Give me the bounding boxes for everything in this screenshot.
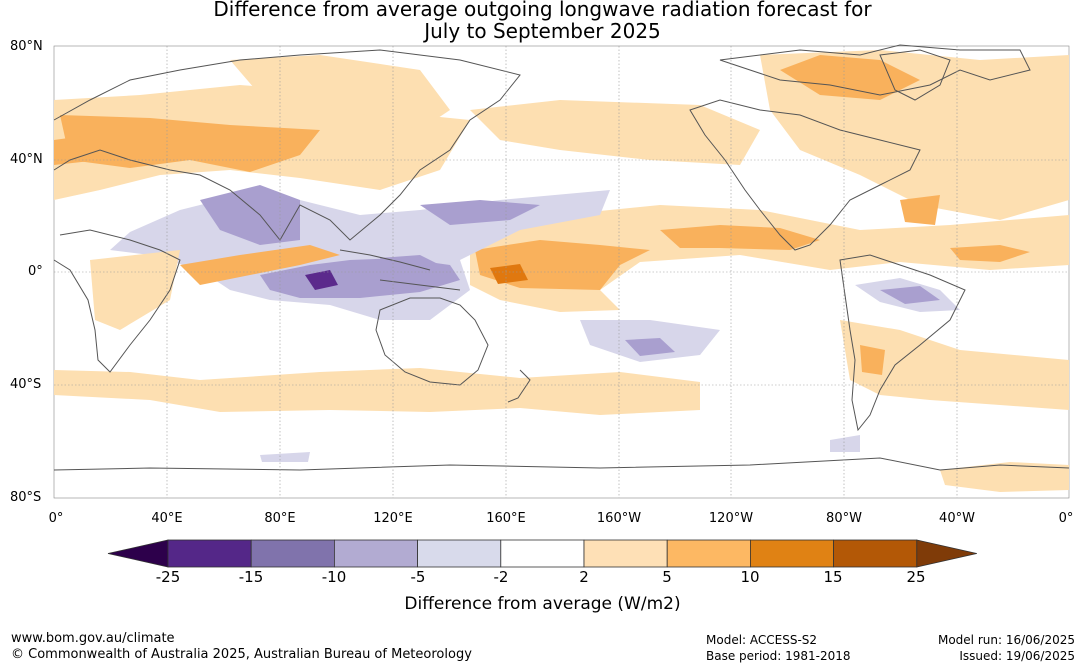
footer-copyright: © Commonwealth of Australia 2025, Austra… [11,647,472,662]
colorbar-segment [666,539,751,568]
colorbar-extend-low [107,539,169,568]
footer-base-period: Base period: 1981-2018 [706,649,851,663]
colorbar-tick: -5 [410,568,426,586]
map-title-line1: Difference from average outgoing longwav… [213,0,872,21]
colorbar-segment [750,539,835,568]
footer-model-run: Model run: 16/06/2025 [937,633,1075,647]
colorbar-tick: -10 [321,568,347,586]
lon-label-80w: 80°W [826,511,862,526]
colorbar-tick: 5 [662,568,672,586]
footer-website: www.bom.gov.au/climate [11,631,175,646]
colorbar-segment [500,539,585,568]
lat-label-80s: 80°S [10,490,42,505]
lon-label-120w: 120°W [708,511,754,526]
colorbar-extend-high [916,539,977,568]
lon-label-40w: 40°W [939,511,975,526]
lon-label-160e: 160°E [486,511,526,526]
lon-label-120e: 120°E [373,511,413,526]
colorbar-tick: 2 [579,568,589,586]
coastlines [53,44,1070,471]
colorbar-title: Difference from average (W/m2) [404,594,681,614]
footer-issued: Issued: 19/06/2025 [959,649,1075,663]
colorbar-segment [583,539,668,568]
colorbar-tick: 10 [740,568,760,586]
anomaly-fields [54,50,1069,492]
lon-label-160w: 160°W [596,511,642,526]
colorbar-segment [167,539,252,568]
lat-label-equator: 0° [28,264,43,279]
colorbar-segment [250,539,335,568]
colorbar-tick: -15 [238,568,264,586]
colorbar-segment [833,539,918,568]
lon-label-0: 0° [48,511,64,526]
lon-label-0-end: 0° [1058,511,1074,526]
map-title-line2: July to September 2025 [424,19,661,43]
lat-label-40s: 40°S [10,377,42,392]
colorbar [107,539,977,568]
colorbar-tick: -2 [493,568,509,586]
colorbar-tick: 25 [906,568,926,586]
colorbar-segment [417,539,502,568]
graticule [54,46,1069,498]
lon-label-80e: 80°E [264,511,296,526]
lat-label-40n: 40°N [10,152,43,167]
colorbar-tick: -25 [155,568,181,586]
colorbar-segment [333,539,418,568]
footer-model: Model: ACCESS-S2 [706,633,818,647]
lat-label-80n: 80°N [10,39,43,54]
colorbar-tick: 15 [823,568,843,586]
lon-label-40e: 40°E [151,511,183,526]
